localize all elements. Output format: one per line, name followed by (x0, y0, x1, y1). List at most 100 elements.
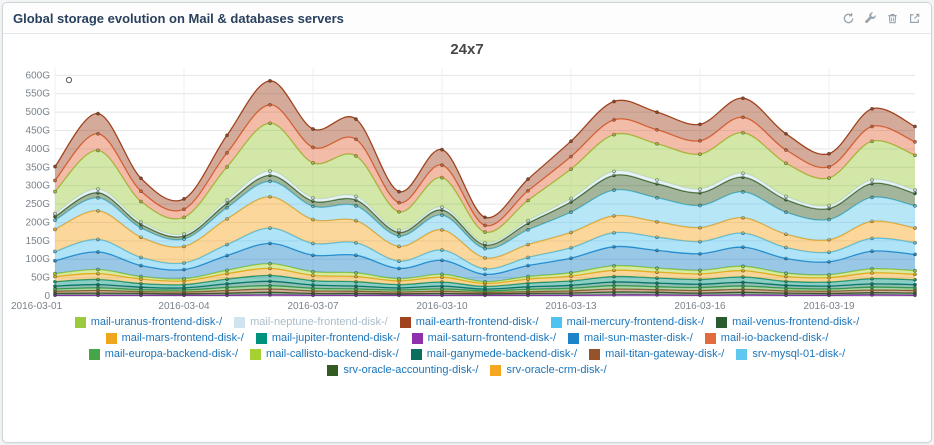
trash-icon (888, 13, 897, 23)
open-button[interactable] (908, 12, 921, 25)
legend-swatch (399, 316, 411, 328)
legend-label: mail-europa-backend-disk-/ (104, 348, 239, 360)
widget-body: 24x7 0 50G 100G 150G 200G 250G 300G 350G 400G 450… (3, 34, 931, 380)
widget-title: Global storage evolution on Mail & datab… (13, 10, 344, 26)
legend-swatch (736, 348, 748, 360)
legend-item-mail-mars-frontend-disk[interactable]: mail-mars-frontend-disk-/ (105, 332, 244, 344)
y-axis-label: 400G (26, 144, 51, 155)
x-axis-label: 2016-03-01 (11, 301, 63, 312)
legend-item-mail-uranus-frontend-disk[interactable]: mail-uranus-frontend-disk-/ (74, 316, 223, 328)
legend-label: srv-oracle-crm-disk-/ (506, 364, 607, 376)
legend-label: srv-oracle-accounting-disk-/ (343, 364, 479, 376)
x-axis-label: 2016-03-13 (545, 301, 597, 312)
x-axis-label: 2016-03-04 (158, 301, 210, 312)
settings-button[interactable] (864, 11, 877, 25)
legend-label: mail-mars-frontend-disk-/ (121, 332, 244, 344)
series-mail-mercury-frontend-disk (53, 226, 917, 275)
legend-item-srv-mysql-01-disk[interactable]: srv-mysql-01-disk-/ (736, 348, 845, 360)
legend-item-mail-jupiter-frontend-disk[interactable]: mail-jupiter-frontend-disk-/ (255, 332, 400, 344)
legend-swatch (490, 364, 502, 376)
y-axis-label: 300G (26, 181, 51, 192)
x-axis-label: 2016-03-19 (803, 301, 855, 312)
legend-item-mail-ganymede-backend-disk[interactable]: mail-ganymede-backend-disk-/ (410, 348, 578, 360)
legend-label: mail-callisto-backend-disk-/ (266, 348, 399, 360)
legend-item-mail-mercury-frontend-disk[interactable]: mail-mercury-frontend-disk-/ (550, 316, 705, 328)
legend-label: mail-mercury-frontend-disk-/ (566, 316, 705, 328)
refresh-button[interactable] (842, 12, 855, 25)
series-mail-ganymede-backend-disk (53, 279, 917, 291)
legend-item-mail-titan-gateway-disk[interactable]: mail-titan-gateway-disk-/ (589, 348, 724, 360)
plot-marker (65, 76, 73, 84)
series-mail-neptune-frontend-disk (53, 169, 917, 246)
legend-label: mail-saturn-frontend-disk-/ (427, 332, 556, 344)
legend-item-mail-earth-frontend-disk[interactable]: mail-earth-frontend-disk-/ (399, 316, 539, 328)
legend-swatch (550, 316, 562, 328)
legend-label: mail-earth-frontend-disk-/ (415, 316, 539, 328)
legend-label: mail-titan-gateway-disk-/ (605, 348, 725, 360)
series-srv-oracle-crm-disk (53, 194, 917, 269)
legend-row: mail-mars-frontend-disk-/ mail-jupiter-fr… (3, 332, 931, 344)
y-axis-label: 600G (26, 70, 51, 81)
legend-item-mail-saturn-frontend-disk[interactable]: mail-saturn-frontend-disk-/ (411, 332, 556, 344)
legend-item-mail-europa-backend-disk[interactable]: mail-europa-backend-disk-/ (88, 348, 239, 360)
y-axis-label: 200G (26, 217, 51, 228)
x-axis-label: 2016-03-10 (416, 301, 468, 312)
legend-label: srv-mysql-01-disk-/ (752, 348, 846, 360)
series-mail-jupiter-frontend-disk (53, 273, 917, 290)
wrench-icon (865, 11, 876, 23)
widget-header: Global storage evolution on Mail & datab… (3, 3, 931, 34)
x-axis-label: 2016-03-07 (287, 301, 339, 312)
legend-swatch (105, 332, 117, 344)
series-srv-mysql-01-disk (53, 179, 917, 259)
y-axis-label: 450G (26, 126, 51, 137)
legend-label: mail-ganymede-backend-disk-/ (426, 348, 578, 360)
series-mail-callisto-backend-disk (53, 261, 917, 284)
legend-label: mail-sun-master-disk-/ (584, 332, 693, 344)
legend-swatch (234, 316, 246, 328)
delete-button[interactable] (886, 12, 899, 25)
x-axis-label: 2016-03-16 (674, 301, 726, 312)
series-mail-uranus-frontend-disk (53, 121, 917, 244)
y-axis-label: 100G (26, 254, 51, 265)
legend-swatch (88, 348, 100, 360)
chart-title: 24x7 (450, 41, 484, 58)
y-axis-label: 350G (26, 162, 51, 173)
legend-swatch (589, 348, 601, 360)
y-axis-label: 250G (26, 199, 51, 210)
legend-item-mail-venus-frontend-disk[interactable]: mail-venus-frontend-disk-/ (716, 316, 859, 328)
legend-swatch (568, 332, 579, 344)
series-mail-earth-frontend-disk (53, 79, 917, 226)
legend-swatch (410, 348, 422, 360)
external-link-icon (909, 13, 920, 23)
legend-item-mail-io-backend-disk[interactable]: mail-io-backend-disk-/ (704, 332, 828, 344)
legend-item-srv-oracle-crm-disk[interactable]: srv-oracle-crm-disk-/ (490, 364, 607, 376)
legend-item-mail-callisto-backend-disk[interactable]: mail-callisto-backend-disk-/ (250, 348, 399, 360)
legend-label: mail-neptune-frontend-disk-/ (250, 316, 388, 328)
refresh-icon (843, 12, 854, 23)
legend-item-mail-neptune-frontend-disk[interactable]: mail-neptune-frontend-disk-/ (234, 316, 388, 328)
widget-toolbar (842, 11, 921, 25)
legend-row: mail-europa-backend-disk-/ mail-callisto-… (3, 348, 931, 360)
legend-swatch (255, 332, 267, 344)
legend-swatch (704, 332, 716, 344)
legend-label: mail-jupiter-frontend-disk-/ (271, 332, 400, 344)
chart-legend: mail-uranus-frontend-disk-/ mail-neptune-… (3, 316, 931, 376)
y-axis-label: 0 (44, 291, 50, 302)
legend-swatch (74, 316, 86, 328)
series-mail-io-backend-disk (53, 102, 917, 233)
legend-row: srv-oracle-accounting-disk-/ srv-oracle-c… (3, 364, 931, 376)
legend-swatch (250, 348, 262, 360)
y-axis-label: 50G (31, 273, 50, 284)
y-axis-label: 500G (26, 107, 51, 118)
legend-label: mail-uranus-frontend-disk-/ (90, 316, 223, 328)
legend-item-mail-sun-master-disk[interactable]: mail-sun-master-disk-/ (568, 332, 693, 344)
y-axis-label: 550G (26, 89, 51, 100)
legend-item-srv-oracle-accounting-disk[interactable]: srv-oracle-accounting-disk-/ (327, 364, 478, 376)
legend-swatch (716, 316, 728, 328)
series-mail-europa-backend-disk (53, 283, 917, 293)
y-axis-label: 150G (26, 236, 51, 247)
storage-evolution-chart[interactable]: 0 50G 100G 150G 200G 250G 300G 350G 400G 450G 500G… (9, 60, 925, 312)
legend-swatch (411, 332, 423, 344)
